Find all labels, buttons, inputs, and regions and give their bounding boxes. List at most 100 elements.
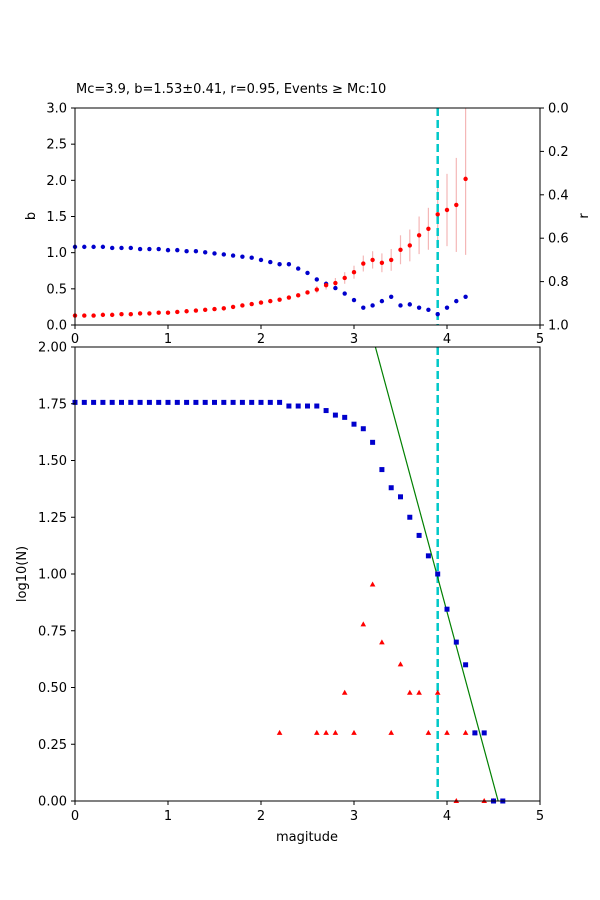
b-point xyxy=(147,311,152,316)
r-point xyxy=(203,250,208,255)
r-point xyxy=(147,246,152,252)
r-point xyxy=(230,253,236,258)
r-point xyxy=(379,298,385,304)
cumulative-point xyxy=(109,399,115,405)
cumulative-point xyxy=(444,606,450,612)
b-point xyxy=(454,202,459,208)
y-tick-label: 1.0 xyxy=(46,246,67,261)
noncumulative-point xyxy=(425,729,432,735)
b-point xyxy=(128,311,133,317)
b-point xyxy=(370,257,375,263)
cumulative-point xyxy=(91,399,97,405)
r-point xyxy=(286,262,292,267)
r-point xyxy=(100,244,106,250)
cumulative-point xyxy=(81,399,87,405)
r-point xyxy=(444,305,450,310)
r-point xyxy=(110,245,115,251)
b-point xyxy=(212,306,217,312)
r-point xyxy=(370,303,375,308)
cumulative-point xyxy=(156,399,162,405)
r-point xyxy=(416,305,422,310)
b-point xyxy=(268,298,273,304)
y-tick-label: 0.00 xyxy=(38,795,67,810)
b-point xyxy=(296,293,301,298)
cumulative-point xyxy=(472,730,478,736)
noncumulative-point xyxy=(407,689,413,695)
noncumulative-point xyxy=(332,729,339,735)
b-point xyxy=(379,260,385,265)
noncumulative-point xyxy=(397,661,404,667)
b-point xyxy=(91,313,96,318)
r-point xyxy=(240,254,245,259)
r-point xyxy=(398,303,403,308)
b-point xyxy=(165,310,171,315)
cumulative-point xyxy=(258,399,264,405)
b-point xyxy=(156,310,161,315)
b-point xyxy=(249,301,254,307)
y-tick-label: 1.50 xyxy=(38,454,67,469)
y-tick-label: 0.5 xyxy=(46,282,67,297)
x-tick-label: 3 xyxy=(350,809,358,824)
b-point xyxy=(416,233,422,238)
r-point xyxy=(193,249,199,254)
y-tick-label: 1.75 xyxy=(38,397,67,412)
r-point xyxy=(156,246,161,252)
cumulative-point xyxy=(370,439,376,445)
b-point xyxy=(342,275,347,281)
r-point xyxy=(184,249,189,254)
b-point xyxy=(314,287,319,292)
b-point xyxy=(463,176,468,182)
x-tick-label: 5 xyxy=(536,809,544,824)
cumulative-point xyxy=(230,399,236,405)
cumulative-point xyxy=(305,403,310,409)
noncumulative-point xyxy=(351,729,357,735)
x-tick-label: 5 xyxy=(536,332,544,347)
x-tick-label: 2 xyxy=(257,332,265,347)
cumulative-point xyxy=(295,403,301,409)
cumulative-point xyxy=(137,399,143,405)
cumulative-point xyxy=(425,553,431,559)
y-tick-label: 1.25 xyxy=(38,511,67,526)
r-point xyxy=(351,297,357,303)
b-point xyxy=(184,309,189,314)
r-point xyxy=(82,244,87,250)
r-point xyxy=(165,247,171,253)
x-tick-label: 0 xyxy=(71,809,79,824)
cumulative-point xyxy=(416,532,422,538)
r-point xyxy=(333,285,338,291)
r-point xyxy=(91,244,96,250)
b-error-bars xyxy=(316,108,467,294)
x-tick-label: 0 xyxy=(71,332,79,347)
r-point xyxy=(426,307,431,313)
noncumulative-point xyxy=(434,689,441,695)
b-point xyxy=(110,312,115,318)
cumulative-point xyxy=(286,403,292,409)
b-point xyxy=(361,261,366,266)
top-y-ticks: 0.0 0.5 1.0 1.5 2.0 2.5 3.0 xyxy=(46,102,75,334)
b-point xyxy=(175,309,180,315)
b-point xyxy=(435,212,440,217)
cumulative-point xyxy=(165,399,171,405)
noncumulative-point xyxy=(444,729,450,735)
top-chart-title: Mc=3.9, b=1.53±0.41, r=0.95, Events ≥ Mc… xyxy=(76,82,386,97)
b-point xyxy=(258,300,264,305)
b-point xyxy=(389,257,394,263)
y-tick-label: 1.5 xyxy=(46,210,67,225)
cumulative-point xyxy=(277,399,283,405)
cumulative-point xyxy=(184,399,190,405)
top-y-axis-label: b xyxy=(24,212,39,220)
magnitude-frequency-panel: 0 1 2 3 4 5 0.00 0.25 0.50 0.75 1.00 1.25 1.50 1.75 2… xyxy=(15,341,544,846)
cumulative-point xyxy=(314,403,320,409)
noncumulative-point xyxy=(360,621,367,627)
b-point xyxy=(221,306,226,311)
cumulative-point xyxy=(146,399,152,405)
y2-tick-label: 0.0 xyxy=(548,102,569,117)
cumulative-point xyxy=(407,514,413,520)
x-tick-label: 2 xyxy=(257,809,265,824)
b-point xyxy=(230,304,236,310)
y-tick-label: 0.50 xyxy=(38,681,67,696)
cumulative-point xyxy=(388,485,394,491)
y-tick-label: 3.0 xyxy=(46,102,67,117)
b-point xyxy=(193,308,199,313)
